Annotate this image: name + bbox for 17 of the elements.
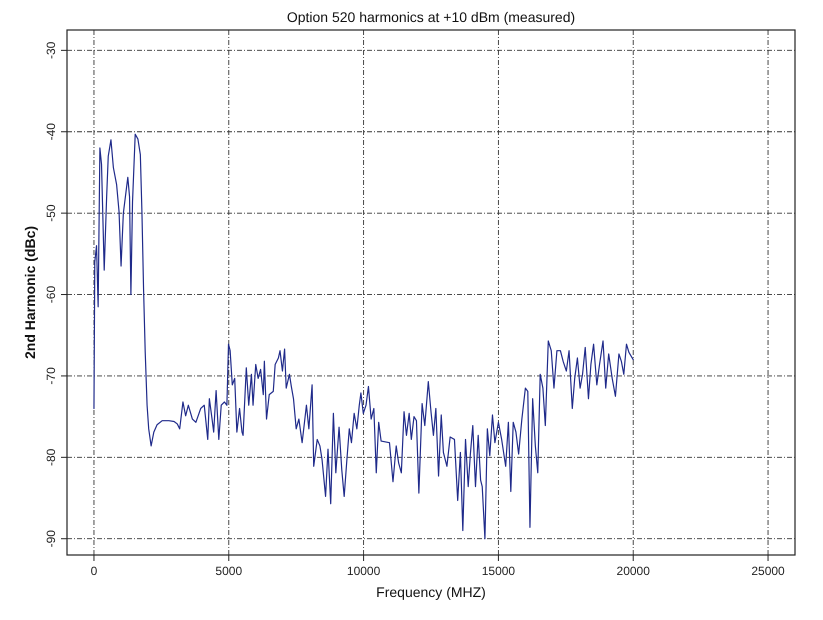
x-tick-label: 20000: [616, 564, 650, 578]
y-tick-label: -40: [44, 122, 58, 140]
y-tick-label: -80: [44, 448, 58, 466]
y-tick-label: -90: [44, 530, 58, 548]
chart-title: Option 520 harmonics at +10 dBm (measured): [286, 9, 576, 25]
x-tick-label: 5000: [215, 564, 242, 578]
x-tick-label: 10000: [346, 564, 381, 578]
x-tick-label: 15000: [482, 564, 516, 578]
y-axis-title: 2nd Harmonic (dBc): [22, 226, 38, 360]
y-tick-label: -50: [44, 204, 58, 222]
line-series: [93, 134, 634, 540]
y-tick-label: -70: [44, 366, 58, 385]
y-tick-label: -60: [44, 286, 58, 304]
y-tick-label: -30: [44, 41, 58, 60]
x-axis-title: Frequency (MHZ): [376, 584, 486, 600]
x-tick-label: 25000: [751, 564, 786, 578]
x-tick-label: 0: [90, 564, 98, 578]
